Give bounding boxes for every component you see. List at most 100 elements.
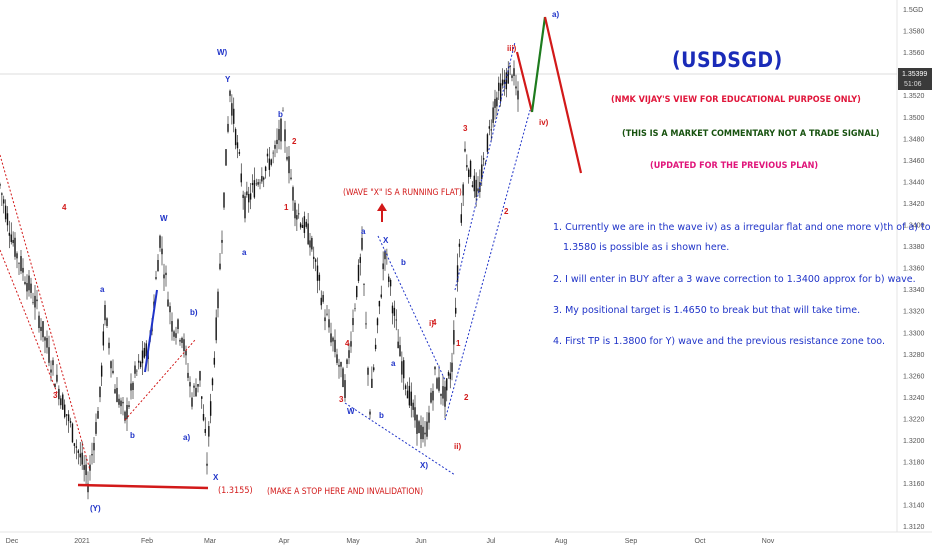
candle-body	[187, 372, 189, 378]
candle-body	[303, 216, 306, 233]
candle-body	[171, 321, 173, 332]
candle-body	[361, 237, 363, 250]
candle-body	[110, 361, 112, 369]
candle-body	[253, 180, 256, 198]
candle-body	[378, 301, 381, 307]
price-tick-label: 1.3500	[903, 115, 925, 122]
candle-body	[346, 359, 348, 364]
time-tick-label: Sep	[625, 538, 638, 545]
candle-body	[299, 223, 302, 228]
candle-body	[169, 306, 171, 313]
wave-label-red: i)	[429, 319, 434, 328]
candle-body	[128, 405, 130, 407]
candle-body	[64, 404, 66, 418]
candle-body	[517, 90, 519, 100]
candle-body	[221, 239, 223, 243]
candle-body	[286, 156, 288, 160]
candle-body	[404, 385, 407, 389]
price-axis	[897, 0, 932, 550]
candle-body	[36, 299, 38, 302]
candle-body	[161, 248, 163, 255]
candle-body	[373, 367, 375, 371]
candle-body	[380, 294, 382, 298]
candle-body	[30, 283, 32, 293]
price-tick-label: 1.3580	[903, 29, 925, 36]
candle-body	[44, 337, 46, 341]
candle-body	[490, 129, 492, 131]
candle-body	[278, 129, 280, 141]
candle-body	[356, 286, 358, 298]
wave-label-red: 3	[463, 124, 468, 133]
last-price-tag	[898, 68, 932, 90]
candle-body	[91, 453, 93, 456]
candle-body	[213, 357, 216, 365]
price-tick-label: 1.3260	[903, 373, 925, 380]
projection-leg-v	[530, 16, 547, 113]
candle-body	[468, 169, 470, 178]
wave-label-blue: b	[379, 411, 384, 420]
candle-body	[67, 414, 70, 422]
candle-body	[134, 365, 136, 374]
candle-body	[369, 411, 371, 415]
time-tick-label: Jun	[415, 538, 426, 545]
candle-body	[165, 272, 167, 276]
candle-body	[18, 263, 20, 264]
candle-body	[261, 175, 263, 182]
candle-body	[139, 361, 142, 368]
wave-label-blue: a)	[183, 433, 190, 442]
running-flat-note: (WAVE "X" IS A RUNNING FLAT)	[343, 188, 462, 198]
candle-body	[395, 319, 397, 321]
candle-body	[52, 360, 54, 366]
candle-body	[95, 422, 97, 434]
candle-body	[141, 350, 144, 364]
candle-body	[313, 256, 315, 260]
candle-body	[290, 177, 292, 180]
candle-body	[320, 297, 322, 306]
candle-body	[193, 385, 195, 388]
candle-body	[244, 196, 246, 219]
candle-body	[0, 184, 1, 186]
candle-body	[209, 401, 212, 416]
candle-body	[434, 366, 436, 370]
candle-body	[87, 483, 89, 493]
candle-body	[330, 333, 332, 343]
candle-body	[195, 387, 197, 397]
candle-body	[79, 453, 81, 458]
candle-body	[167, 299, 169, 307]
candle-body	[449, 373, 451, 380]
price-tick-label: 1.3520	[903, 93, 925, 100]
candle-body	[498, 82, 500, 91]
candle-body	[314, 259, 317, 262]
candle-body	[75, 446, 78, 448]
candle-body	[296, 215, 298, 220]
channel-line-red-3	[124, 339, 196, 421]
candle-body	[85, 464, 87, 476]
candle-body	[374, 344, 377, 350]
wave-label-red: 3	[339, 395, 344, 404]
price-tick-label: 1.3240	[903, 395, 925, 402]
candle-body	[102, 331, 105, 346]
candle-body	[145, 343, 147, 357]
candle-body	[282, 110, 284, 112]
candle-body	[484, 162, 487, 164]
candle-body	[274, 145, 276, 149]
candle-body	[458, 243, 461, 247]
candle-body	[177, 319, 179, 330]
wave-label-blue: a	[391, 359, 396, 368]
time-tick-label: Nov	[762, 538, 775, 545]
candle-body	[240, 173, 242, 183]
time-tick-label: Mar	[204, 538, 217, 545]
candle-body	[466, 165, 468, 168]
candle-body	[284, 129, 286, 142]
candle-body	[32, 302, 34, 303]
candle-body	[227, 123, 229, 132]
candle-body	[481, 164, 483, 179]
candle-body	[276, 139, 278, 144]
candle-body	[515, 86, 517, 89]
candle-body	[120, 400, 122, 407]
wave-label-red: ii)	[454, 442, 461, 451]
wave-label-red: 4	[432, 318, 437, 327]
price-tick-label: 1.3340	[903, 287, 925, 294]
